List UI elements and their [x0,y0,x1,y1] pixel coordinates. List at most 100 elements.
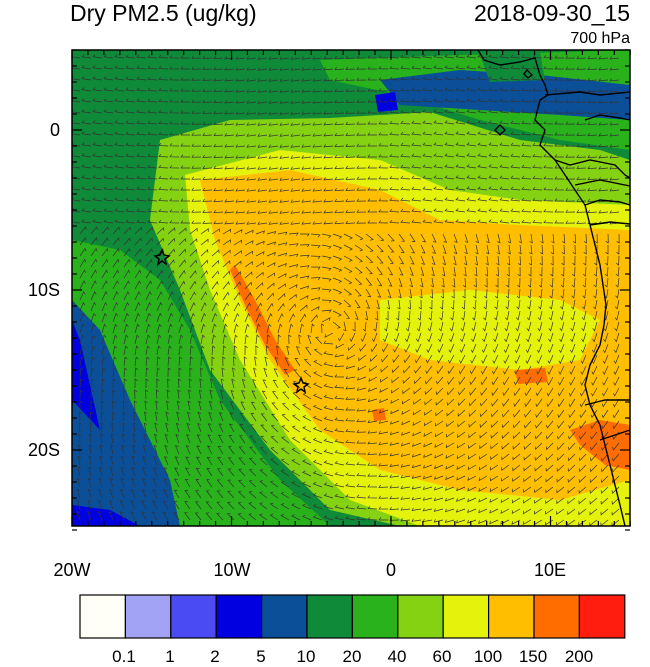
wind-barb [423,442,433,448]
wind-barb [609,100,620,104]
wind-barb [180,187,190,191]
wind-barb [550,255,554,266]
wind-barb [92,219,103,224]
wind-barb [444,142,455,147]
wind-barb [567,508,576,516]
wind-barb [467,497,477,503]
wind-barb [514,343,521,354]
wind-barb [271,413,279,422]
wind-barb [269,513,279,521]
wind-barb [367,99,377,103]
wind-barb [488,109,499,114]
wind-barb [270,458,279,466]
wind-barb [302,492,312,499]
wind-barb [490,409,499,418]
wind-barb [412,420,422,426]
wind-barb [598,111,609,115]
wind-barb [543,220,554,224]
wind-barb [450,299,455,310]
wind-barb [283,368,290,378]
wind-barb [312,404,323,411]
wind-barb [312,470,323,477]
wind-barb [477,153,488,158]
wind-barb [411,120,422,125]
wind-barb [457,409,466,417]
wind-barb [433,120,444,125]
wind-barb [101,258,109,268]
wind-barb [433,76,444,81]
wind-barb [466,175,477,180]
wind-barb [423,420,433,427]
wind-barb [224,144,235,148]
wind-barb [312,111,323,115]
wind-barb [378,99,389,103]
wind-barb [145,356,150,367]
wind-barb [211,302,218,312]
wind-barb [92,208,103,213]
wind-barb [88,466,92,477]
wind-barb [268,144,279,148]
wind-barb [569,365,576,375]
wind-barb [246,89,257,93]
wind-barb [400,442,411,447]
wind-barb [523,464,532,472]
wind-barb [101,345,107,356]
wind-barb [400,142,411,147]
wind-barb [195,490,202,499]
wind-barb [209,389,213,400]
wind-barb [257,177,268,181]
wind-barb [202,154,213,158]
wind-barb [301,56,312,60]
wind-barb [194,501,202,510]
wind-barb [284,357,290,367]
wind-barb [391,387,400,394]
wind-barb [125,186,136,191]
wind-barb [598,89,609,93]
wind-barb [376,244,384,253]
wind-barb [468,409,477,418]
wind-barb [79,378,84,389]
wind-barb [270,424,279,433]
wind-barb [580,365,587,375]
wind-barb [323,515,334,521]
wind-barb [462,289,466,299]
wind-barb [248,479,257,488]
wind-barb [543,77,554,81]
wind-barb [490,442,499,450]
wind-barb [422,131,433,136]
colorbar-swatch [351,594,399,639]
wind-barb [120,477,125,488]
wind-barb [196,445,202,455]
wind-barb [323,340,334,345]
wind-barb [169,176,180,180]
wind-barb [499,87,510,92]
wind-barb [576,66,587,70]
wind-barb [378,88,389,92]
wind-barb [545,475,554,483]
wind-barb [255,323,261,334]
wind-barb [334,55,345,60]
wind-barb [244,281,253,290]
wind-barb [213,199,224,203]
wind-barb [299,275,310,279]
wind-barb [233,302,240,312]
wind-barb [466,164,477,169]
wind-barb [206,468,213,477]
wind-barb [488,76,499,81]
wind-barb [545,453,554,461]
wind-barb [521,87,532,92]
wind-barb [191,66,202,70]
wind-barb [601,409,609,419]
wind-barb [600,508,609,516]
wind-barb [389,186,400,191]
wind-barb [511,519,521,525]
wind-barb [255,302,263,312]
wind-barb [475,233,480,244]
wind-barb [145,280,153,290]
wind-barb [488,197,499,202]
wind-barb [257,155,268,159]
wind-barb [186,434,191,444]
wind-barb [178,302,185,312]
wind-barb [257,166,268,170]
map-frame [71,49,631,527]
